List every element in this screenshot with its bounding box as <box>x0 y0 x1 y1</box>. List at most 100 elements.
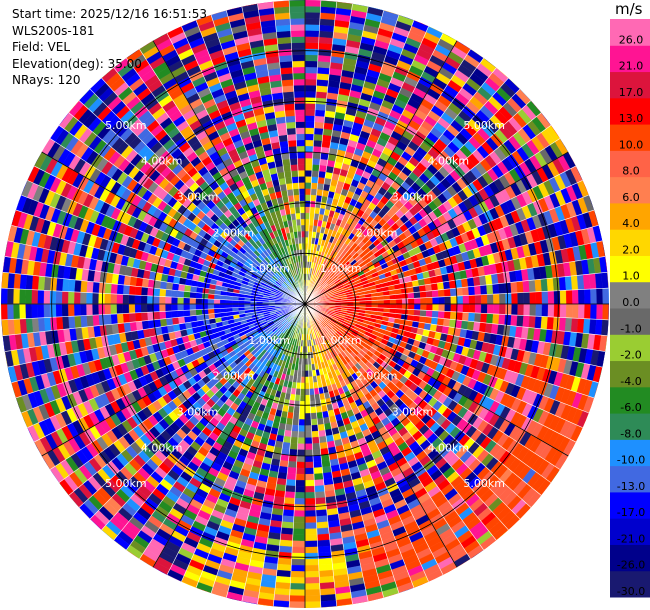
velocity-gate <box>291 176 299 184</box>
velocity-gate <box>104 293 111 305</box>
velocity-gate <box>608 303 609 321</box>
velocity-gate <box>314 121 325 129</box>
velocity-gate <box>291 42 306 50</box>
velocity-gate <box>289 18 306 25</box>
velocity-gate <box>285 115 296 123</box>
velocity-gate <box>304 230 309 238</box>
velocity-gate <box>312 448 322 456</box>
velocity-gate <box>448 577 467 592</box>
velocity-gate <box>213 303 221 309</box>
velocity-gate <box>293 84 306 92</box>
velocity-gate <box>578 303 585 319</box>
velocity-gate <box>134 286 142 296</box>
ray-separator <box>304 303 609 370</box>
velocity-gate <box>80 280 88 293</box>
velocity-gate <box>456 303 464 313</box>
velocity-gate <box>594 399 606 418</box>
velocity-gate <box>401 308 409 315</box>
velocity-gate <box>165 289 173 298</box>
velocity-gate <box>189 309 197 317</box>
velocity-gate <box>503 538 521 555</box>
velocity-gate <box>278 54 293 63</box>
velocity-gate <box>299 407 306 414</box>
velocity-gate <box>116 284 124 295</box>
velocity-gate <box>183 309 191 317</box>
velocity-gate <box>43 290 51 305</box>
velocity-gate <box>297 437 306 444</box>
ray-separator <box>304 303 503 549</box>
velocity-gate <box>300 388 306 396</box>
velocity-gate <box>300 382 306 390</box>
velocity-gate <box>304 66 318 74</box>
velocity-gate <box>283 170 292 179</box>
velocity-gate <box>476 559 495 575</box>
velocity-gate <box>171 289 179 298</box>
velocity-gate <box>23 444 37 463</box>
velocity-gate <box>534 315 542 329</box>
velocity-gate <box>1 352 2 370</box>
velocity-gate <box>231 303 239 308</box>
velocity-gate <box>304 151 314 159</box>
velocity-gate <box>297 164 306 171</box>
velocity-gate <box>128 303 136 314</box>
velocity-gate <box>298 419 306 426</box>
velocity-gate <box>486 313 494 324</box>
velocity-gate <box>201 293 209 300</box>
velocity-gate <box>316 67 330 75</box>
velocity-gate <box>304 437 313 444</box>
velocity-gate <box>314 479 325 487</box>
ray-separator <box>304 303 448 584</box>
velocity-gate <box>61 278 70 292</box>
velocity-gate <box>309 200 316 208</box>
velocity-gate <box>49 303 57 318</box>
velocity-gate <box>304 601 322 608</box>
velocity-gate <box>312 145 322 153</box>
velocity-gate <box>487 544 505 560</box>
velocity-gate <box>134 303 142 314</box>
velocity-gate <box>280 67 294 75</box>
velocity-gate <box>291 48 306 56</box>
velocity-gate <box>304 12 321 19</box>
velocity-gate <box>19 303 26 320</box>
velocity-gate <box>430 580 449 594</box>
velocity-gate <box>110 303 117 315</box>
velocity-gate <box>371 303 379 308</box>
velocity-gate <box>474 303 482 314</box>
velocity-gate <box>310 182 318 190</box>
velocity-gate <box>55 316 64 331</box>
velocity-gate <box>445 572 464 586</box>
velocity-gate <box>285 479 296 487</box>
velocity-gate <box>539 502 556 520</box>
velocity-gate <box>177 303 184 311</box>
velocity-gate <box>293 406 300 414</box>
velocity-gate <box>288 145 298 153</box>
velocity-gate <box>295 467 306 475</box>
velocity-gate <box>304 473 315 481</box>
velocity-gate <box>173 592 192 606</box>
velocity-gate <box>512 523 529 540</box>
velocity-gate <box>101 549 120 565</box>
velocity-gate <box>304 510 317 517</box>
velocity-gate <box>304 212 310 220</box>
velocity-gate <box>523 303 531 316</box>
velocity-gate <box>143 577 162 592</box>
velocity-gate <box>69 511 86 528</box>
velocity-gate <box>304 394 311 402</box>
velocity-gate <box>122 294 130 305</box>
velocity-gate <box>430 317 439 326</box>
velocity-gate <box>277 557 292 566</box>
velocity-gate <box>122 284 130 295</box>
velocity-gate <box>231 300 239 305</box>
velocity-gate <box>311 170 320 178</box>
velocity-gate <box>285 485 296 493</box>
velocity-gate <box>291 558 306 566</box>
velocity-gate <box>118 554 137 570</box>
velocity-gate <box>284 491 296 499</box>
velocity-gate <box>1 303 2 321</box>
velocity-gate <box>283 97 295 105</box>
velocity-gate <box>524 511 541 528</box>
velocity-gate <box>444 303 452 312</box>
velocity-gate <box>559 303 567 318</box>
ray-separator <box>304 303 604 402</box>
ray-separator <box>304 303 592 432</box>
